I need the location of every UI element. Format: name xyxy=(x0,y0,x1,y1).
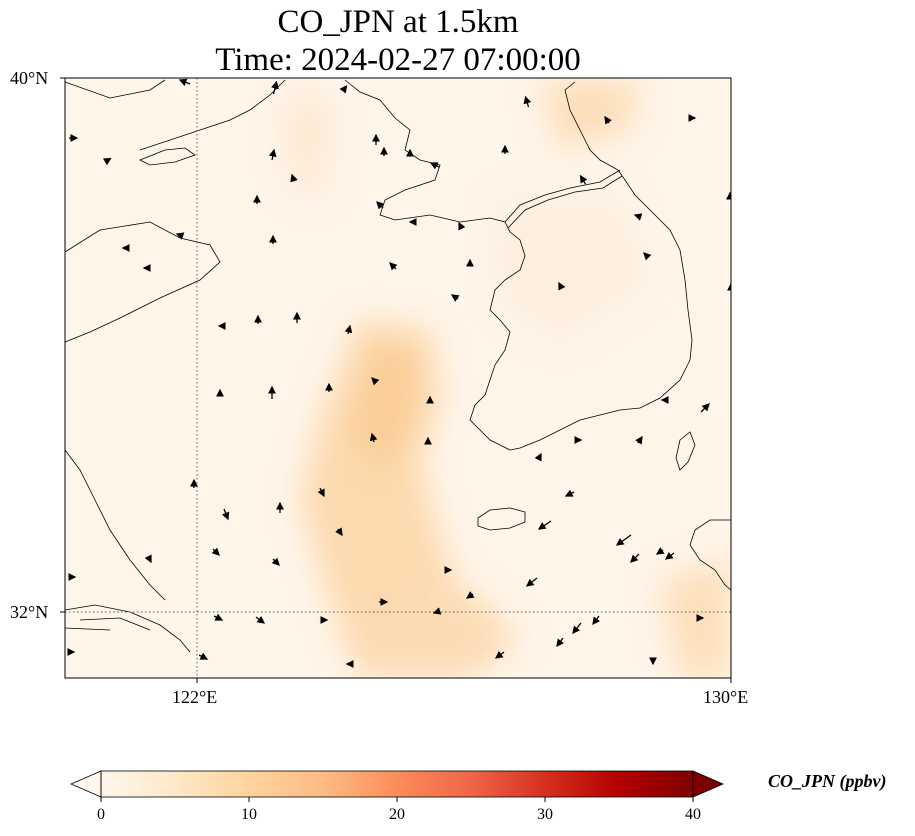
axis-ticks xyxy=(60,77,732,683)
bohai-islands xyxy=(139,147,196,166)
wind-arrow xyxy=(144,554,152,564)
map-frame xyxy=(64,77,732,679)
colorbar-extend-high xyxy=(692,770,725,798)
colorbar-tick-label: 10 xyxy=(241,806,257,823)
wind-arrow xyxy=(564,489,575,497)
wind-arrow xyxy=(615,534,632,546)
wind-arrow xyxy=(376,201,385,210)
wind-arrow xyxy=(556,637,565,648)
map-panel xyxy=(65,78,731,678)
lon-label-122e: 122°E xyxy=(172,687,218,707)
wind-arrow xyxy=(534,452,542,462)
colorbar-extend-low xyxy=(69,770,102,798)
wind-arrow xyxy=(537,520,552,530)
wind-arrow xyxy=(211,547,220,556)
wind-arrow xyxy=(221,508,230,521)
wind-arrow xyxy=(429,162,440,170)
tsushima xyxy=(675,431,696,471)
wind-arrow xyxy=(630,553,640,563)
wind-arrow xyxy=(700,403,710,413)
wind-arrow xyxy=(255,615,266,624)
wind-arrow xyxy=(290,173,298,183)
china-coast-south xyxy=(65,449,166,601)
wind-arrow xyxy=(339,84,348,94)
wind-arrow xyxy=(389,262,398,271)
yangtze-delta xyxy=(65,604,191,653)
wind-arrow xyxy=(572,622,582,635)
wind-arrow xyxy=(579,174,588,185)
lon-label-130e: 130°E xyxy=(703,687,749,707)
colorbar-tick-label: 30 xyxy=(537,806,553,823)
wind-arrow xyxy=(592,615,601,626)
japan-kyushu xyxy=(689,519,731,591)
map-time: Time: 2024-02-27 07:00:00 xyxy=(215,42,581,78)
wind-arrow xyxy=(178,78,191,87)
wind-arrow xyxy=(268,148,277,161)
colorbar-tick-label: 0 xyxy=(97,806,105,823)
wind-arrow xyxy=(523,95,532,108)
wind-vectors xyxy=(67,78,731,668)
colorbar-tick-label: 40 xyxy=(685,806,701,823)
colorbar-gradient xyxy=(101,771,693,797)
lat-label-40n: 40°N xyxy=(10,68,49,88)
wind-arrow xyxy=(655,547,665,555)
wind-arrow xyxy=(102,157,112,166)
wind-arrow xyxy=(458,221,466,231)
wind-arrow xyxy=(335,527,343,537)
wind-arrow xyxy=(633,213,643,221)
wind-arrow xyxy=(450,294,460,302)
wind-arrow xyxy=(271,557,280,566)
colorbar-title: CO_JPN (ppbv) xyxy=(768,771,887,791)
wind-arrow xyxy=(371,377,380,386)
wind-arrow xyxy=(175,232,185,240)
wind-arrow xyxy=(213,613,224,621)
colorbar-tick-label: 20 xyxy=(389,806,405,823)
wind-arrow xyxy=(635,435,643,445)
wind-arrow xyxy=(271,80,279,95)
wind-arrow xyxy=(664,551,675,560)
wind-arrow xyxy=(604,115,612,125)
wind-arrow xyxy=(317,487,325,498)
liaodong-coast xyxy=(65,79,286,151)
china-coast-north xyxy=(65,221,221,343)
wind-arrow xyxy=(465,591,475,599)
yalu-river xyxy=(504,169,623,229)
map-title: CO_JPN at 1.5km xyxy=(277,4,519,40)
wind-arrow xyxy=(525,577,538,587)
lat-label-32n: 32°N xyxy=(10,602,49,622)
wind-arrow xyxy=(432,607,442,615)
coastlines xyxy=(65,79,731,653)
korea-north-coast xyxy=(344,79,693,451)
wind-arrow xyxy=(369,432,378,443)
wind-arrow xyxy=(198,652,209,660)
colorbar-ticks xyxy=(100,797,694,802)
colorbar xyxy=(69,770,725,802)
wind-arrow xyxy=(558,281,566,291)
gridlines xyxy=(65,78,731,678)
wind-arrow xyxy=(643,252,652,261)
jeju-island xyxy=(477,507,526,531)
wind-arrow xyxy=(344,324,353,335)
wind-arrow xyxy=(494,650,505,659)
